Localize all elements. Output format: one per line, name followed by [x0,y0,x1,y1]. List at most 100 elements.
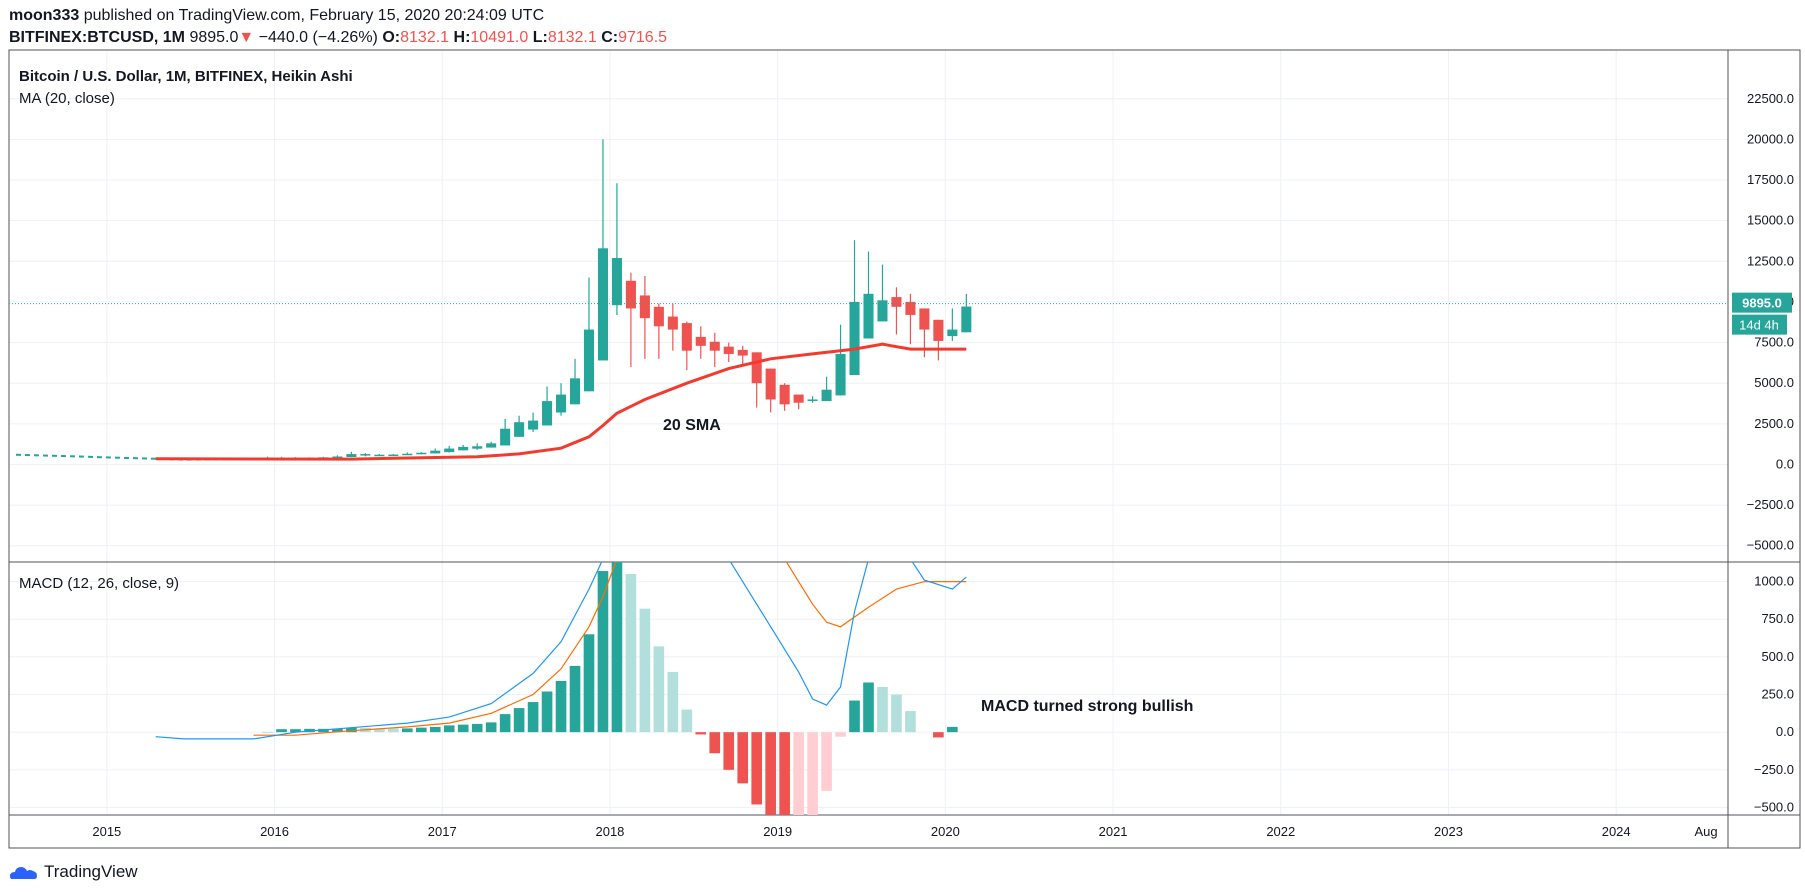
time-tick-label: 2017 [428,824,457,839]
candle-body [695,336,706,346]
macd-histogram-bar [611,562,623,733]
candle-body [444,448,455,453]
countdown-tag [1732,314,1787,335]
publish-info: moon333 published on TradingView.com, Fe… [9,7,544,25]
candle-body [807,399,818,401]
macd-histogram-bar [681,709,693,733]
candle-body [486,443,497,448]
close-value: 9716.5 [618,29,668,46]
price-tick-label: −2500.0 [1747,497,1794,512]
macd-histogram-bar [471,723,483,733]
author-name[interactable]: moon333 [9,7,80,24]
candle-body [458,446,469,451]
candle-body [849,301,860,376]
candle-body [472,446,483,449]
candle-body [639,295,650,319]
candle-body [360,454,371,456]
candle-body [751,352,762,384]
macd-histogram-bar [877,686,888,733]
candle-body [416,452,427,455]
candle-body [821,389,832,402]
macd-line [155,562,967,740]
candle-body [430,450,441,454]
time-tick-label: 2018 [595,824,624,839]
macd-histogram-bar [653,646,665,733]
candle-body [877,300,888,322]
macd-tick-label: −500.0 [1754,799,1794,814]
macd-histogram-bar [667,671,679,733]
symbol-info: BITFINEX:BTCUSD, 1M 9895.0▼ −440.0 (−4.2… [9,29,667,47]
candle-body [709,341,720,351]
macd-histogram-bar [863,682,874,733]
macd-histogram-bar [807,732,818,815]
macd-tick-label: −250.0 [1754,762,1794,777]
candle-body [779,384,790,405]
tradingview-brand: TradingView [44,862,138,881]
macd-histogram-bar [947,726,958,733]
candle-body [947,329,958,337]
macd-histogram-bar [723,732,735,770]
price-tick-label: 5000.0 [1754,375,1794,390]
macd-histogram-bar [499,714,511,733]
macd-histogram-bar [485,722,497,733]
chart-title: Bitcoin / U.S. Dollar, 1M, BITFINEX, Hei… [19,68,353,85]
macd-histogram-bar [443,725,455,733]
sma-annotation: 20 SMA [663,417,721,434]
macd-histogram-bar [415,727,427,733]
macd-tick-label: 500.0 [1761,649,1794,664]
macd-tick-label: 1000.0 [1754,574,1794,589]
macd-histogram-bar [905,711,916,733]
macd-histogram-bar [737,732,749,784]
time-tick-label: 2016 [260,824,289,839]
macd-tick-label: 750.0 [1761,611,1794,626]
macd-histogram-bar [835,732,846,737]
macd-histogram-bar [457,724,469,733]
time-tick-label: 2023 [1434,824,1463,839]
time-tick-label: 2024 [1602,824,1631,839]
candle-body [514,422,525,437]
macd-histogram-bar [276,729,287,733]
candle-body [625,280,636,309]
macd-histogram-bar [513,708,525,733]
candle-body [793,394,804,403]
last-price-tag-text: 9895.0 [1742,296,1782,311]
candle-body [332,456,343,459]
macd-histogram-bar [709,732,721,754]
macd-annotation: MACD turned strong bullish [981,698,1193,715]
last-price: 9895.0 [189,29,239,46]
candle-body [905,301,916,315]
low-value: 8132.1 [547,29,597,46]
candle-body [611,258,622,306]
time-tick-label: 2022 [1266,824,1295,839]
macd-histogram-bar [527,702,539,733]
candle-body [388,454,399,457]
macd-indicator-label: MACD (12, 26, close, 9) [19,575,179,592]
macd-histogram-bar [625,574,637,733]
candle-body [653,306,664,327]
candle-body [667,316,678,330]
publish-text: published on TradingView.com, February 1… [83,7,545,24]
macd-signal-line [253,562,967,736]
early-price-dashed-line [15,453,282,461]
macd-histogram-bar [290,729,301,733]
macd-tick-label: 250.0 [1761,687,1794,702]
time-tick-label: 2020 [931,824,960,839]
macd-histogram-bar [933,732,944,738]
symbol-name[interactable]: BITFINEX:BTCUSD, 1M [9,29,185,46]
tradingview-footer[interactable]: TradingView [9,862,138,882]
tradingview-logo-icon [10,867,37,879]
macd-histogram-bar [751,732,763,805]
macd-histogram-bar [597,571,609,733]
candle-body [583,329,595,392]
candle-body [528,420,539,430]
candle-body [835,353,846,396]
macd-histogram-bar [388,728,399,733]
candle-body [569,378,581,405]
macd-histogram-bar [891,694,902,733]
low-label: L: [532,29,548,46]
price-tick-label: 12500.0 [1747,253,1794,268]
price-change: −440.0 (−4.26%) [258,29,378,46]
macd-histogram-bar [262,731,273,733]
price-tick-label: 20000.0 [1747,131,1794,146]
